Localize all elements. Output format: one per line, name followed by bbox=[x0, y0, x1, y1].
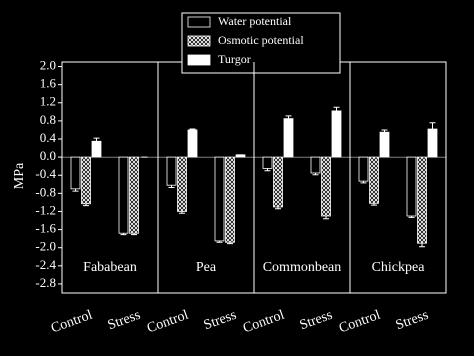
error-bar bbox=[333, 106, 340, 111]
error-bar bbox=[360, 181, 367, 184]
error-bar bbox=[83, 203, 89, 207]
y-tick-label: -2.0 bbox=[35, 239, 56, 254]
error-bar bbox=[93, 137, 100, 142]
error-bar bbox=[275, 206, 281, 210]
y-axis-label: MPa bbox=[12, 162, 27, 189]
y-tick-label: -2.8 bbox=[35, 275, 56, 290]
group-label: Pea bbox=[196, 260, 217, 275]
error-bar bbox=[216, 240, 223, 243]
x-tick-label: Control bbox=[49, 308, 94, 337]
bar bbox=[166, 156, 177, 186]
x-tick-label: Control bbox=[145, 308, 190, 337]
bar bbox=[369, 156, 379, 204]
group-label: Chickpea bbox=[372, 260, 426, 275]
bar bbox=[187, 129, 198, 158]
bar bbox=[118, 156, 129, 234]
legend-label: Water potential bbox=[218, 14, 292, 28]
x-tick-label: Stress bbox=[394, 308, 431, 334]
error-bar bbox=[312, 172, 319, 176]
x-tick-label: Control bbox=[241, 308, 286, 337]
error-bar bbox=[381, 129, 388, 133]
bar bbox=[310, 156, 321, 174]
y-tick-label: -1.6 bbox=[35, 221, 56, 236]
legend-swatch bbox=[187, 54, 211, 66]
error-bar bbox=[72, 188, 79, 192]
y-tick-label: -0.4 bbox=[35, 166, 56, 181]
y-tick-label: -0.8 bbox=[35, 184, 56, 199]
bar bbox=[406, 156, 417, 217]
y-tick-label: -1.2 bbox=[35, 202, 56, 217]
legend-label: Osmotic potential bbox=[218, 33, 304, 47]
x-tick-label: Stress bbox=[106, 308, 143, 334]
x-tick-label: Stress bbox=[202, 308, 239, 334]
bar bbox=[214, 156, 225, 242]
bar bbox=[70, 156, 81, 190]
error-bar bbox=[179, 211, 185, 214]
error-bar bbox=[419, 243, 425, 248]
bar bbox=[177, 156, 187, 212]
legend-swatch bbox=[187, 35, 211, 47]
bar bbox=[91, 140, 102, 158]
error-bar bbox=[227, 242, 233, 245]
y-tick-label: 1.2 bbox=[40, 94, 56, 109]
error-bar bbox=[189, 128, 196, 130]
y-tick-label: 1.6 bbox=[40, 76, 57, 91]
bar bbox=[427, 128, 438, 158]
legend-swatch bbox=[187, 16, 211, 28]
bar bbox=[262, 156, 273, 169]
x-tick-label: Stress bbox=[298, 308, 335, 334]
group-label: Fababean bbox=[83, 260, 137, 275]
error-bar bbox=[264, 168, 271, 172]
bar bbox=[417, 156, 427, 244]
bar bbox=[321, 156, 331, 217]
y-tick-label: 0.8 bbox=[40, 112, 56, 127]
error-bar bbox=[168, 185, 175, 188]
y-tick-label: -2.4 bbox=[35, 257, 56, 272]
bar bbox=[379, 131, 390, 158]
bar bbox=[129, 156, 139, 234]
error-bar bbox=[120, 233, 127, 236]
y-tick-label: 0.0 bbox=[40, 148, 56, 163]
x-tick-label: Control bbox=[337, 308, 382, 337]
error-bar bbox=[323, 216, 329, 220]
error-bar bbox=[371, 203, 377, 206]
error-bar bbox=[429, 122, 436, 130]
group-label: Commonbean bbox=[263, 260, 342, 275]
error-bar bbox=[131, 233, 137, 236]
bar bbox=[273, 156, 283, 208]
bar bbox=[81, 156, 91, 205]
bar bbox=[283, 118, 294, 158]
bar bbox=[331, 110, 342, 158]
error-bar bbox=[285, 115, 292, 119]
y-tick-label: 0.4 bbox=[40, 130, 57, 145]
error-bar bbox=[408, 216, 415, 218]
y-tick-label: 2.0 bbox=[40, 58, 56, 73]
bar bbox=[225, 156, 235, 243]
bar bbox=[358, 156, 369, 182]
legend-label: Turgor bbox=[218, 52, 251, 66]
